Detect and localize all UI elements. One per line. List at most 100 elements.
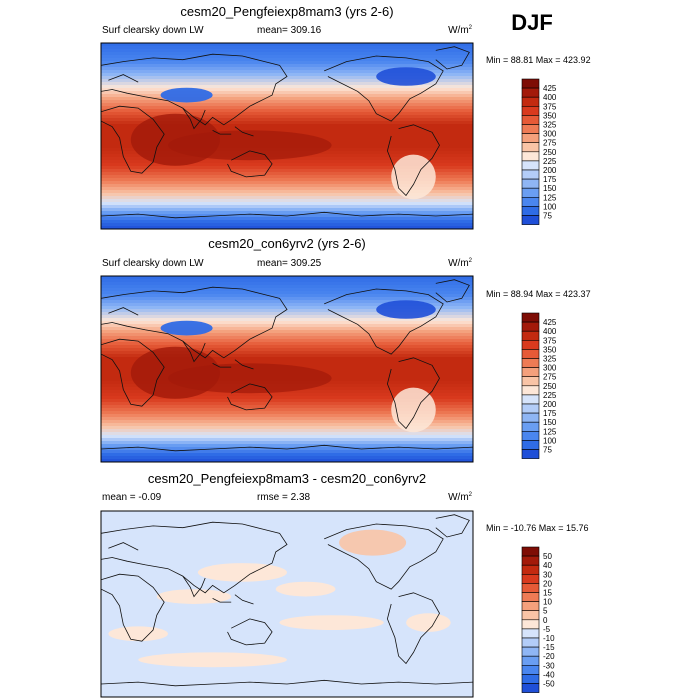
field-band — [101, 196, 473, 200]
coastline — [386, 592, 440, 665]
colorbar-level-label: 225 — [543, 157, 557, 166]
panel-1-map-frame — [100, 42, 474, 230]
colorbar-box — [521, 124, 540, 134]
panel-1-field-layer — [101, 43, 473, 229]
field-band — [101, 178, 473, 182]
colorbar-level-label: -15 — [543, 643, 555, 652]
field-band — [101, 402, 473, 406]
field-anomaly-patch — [168, 130, 332, 161]
coastline — [101, 338, 165, 407]
field-band — [101, 288, 473, 292]
field-band — [101, 88, 473, 92]
colorbar-level-label: 400 — [543, 93, 557, 102]
field-band — [101, 300, 473, 304]
panel-1-mean-label: mean= 309.16 — [257, 25, 322, 36]
field-band — [101, 187, 473, 191]
panel-1-colorbar: 4254003753503253002752502252001751501251… — [521, 78, 557, 225]
field-band — [101, 453, 473, 457]
field-band — [101, 456, 473, 460]
coastline — [386, 124, 440, 197]
field-anomaly-patch — [406, 613, 451, 632]
field-band — [101, 411, 473, 415]
colorbar-box — [521, 674, 540, 684]
colorbar-box — [521, 564, 540, 575]
field-band — [101, 49, 473, 53]
coastline — [435, 279, 470, 303]
colorbar-level-label: 425 — [543, 84, 557, 93]
coastline — [386, 357, 440, 430]
colorbar-box — [521, 592, 540, 602]
coastline — [212, 598, 232, 603]
field-band — [101, 163, 473, 167]
field-band — [101, 46, 473, 50]
colorbar-box — [521, 142, 540, 153]
coastline — [212, 130, 232, 135]
field-band — [101, 390, 473, 394]
colorbar-box — [521, 628, 540, 639]
colorbar-box — [521, 169, 540, 180]
field-anomaly-patch — [168, 363, 332, 394]
panel-1-min-max: Min = 88.81 Max = 423.92 — [486, 55, 591, 65]
colorbar-level-label: 200 — [543, 400, 557, 409]
field-anomaly-patch — [339, 529, 407, 556]
field-band — [101, 82, 473, 86]
field-band — [101, 294, 473, 298]
field-band — [101, 175, 473, 179]
field-band — [101, 76, 473, 80]
colorbar-level-label: 125 — [543, 193, 557, 202]
colorbar-level-label: 425 — [543, 318, 557, 327]
field-band — [101, 417, 473, 421]
coastline — [182, 340, 206, 363]
field-band — [101, 91, 473, 95]
field-band — [101, 438, 473, 442]
field-anomaly-patch — [376, 300, 436, 319]
colorbar-level-label: 50 — [543, 552, 552, 561]
colorbar-level-label: 375 — [543, 336, 557, 345]
field-band — [101, 223, 473, 227]
coastline — [324, 523, 444, 590]
colorbar-box — [521, 106, 540, 116]
field-band — [101, 160, 473, 164]
field-band — [101, 124, 473, 128]
field-band — [101, 345, 473, 349]
coastline — [108, 307, 139, 316]
panel-1-title: cesm20_Pengfeiexp8mam3 (yrs 2-6) — [180, 4, 393, 19]
colorbar-box — [521, 664, 540, 675]
coastline — [101, 573, 165, 642]
colorbar-box — [521, 646, 540, 657]
coastline — [101, 444, 473, 452]
field-band — [101, 166, 473, 170]
field-band — [101, 121, 473, 125]
field-anomaly-patch — [275, 581, 336, 597]
field-band — [101, 393, 473, 397]
field-band — [101, 348, 473, 352]
colorbar-box — [521, 133, 540, 144]
colorbar-level-label: -30 — [543, 661, 555, 670]
field-band — [101, 336, 473, 340]
coastline — [227, 383, 273, 411]
colorbar-level-label: -5 — [543, 625, 551, 634]
field-band — [101, 414, 473, 418]
colorbar-level-label: -20 — [543, 652, 555, 661]
field-band — [101, 435, 473, 439]
colorbar-box — [521, 367, 540, 378]
colorbar-level-label: 200 — [543, 166, 557, 175]
colorbar-level-label: 175 — [543, 409, 557, 418]
colorbar-level-label: 325 — [543, 355, 557, 364]
field-anomaly-patch — [160, 87, 213, 103]
colorbar-level-label: 75 — [543, 446, 552, 455]
colorbar-box — [521, 115, 540, 125]
coastline — [234, 126, 254, 137]
coastline — [435, 514, 470, 538]
field-band — [101, 130, 473, 134]
coastline — [108, 542, 139, 551]
panel-3-map-frame — [100, 510, 474, 698]
panel-3-map-ocean — [101, 511, 473, 697]
colorbar-box — [521, 655, 540, 666]
panel-2-units: W/m2 — [448, 258, 473, 269]
colorbar-box — [521, 610, 540, 621]
field-band — [101, 318, 473, 322]
field-band — [101, 306, 473, 310]
colorbar-box — [521, 394, 540, 405]
